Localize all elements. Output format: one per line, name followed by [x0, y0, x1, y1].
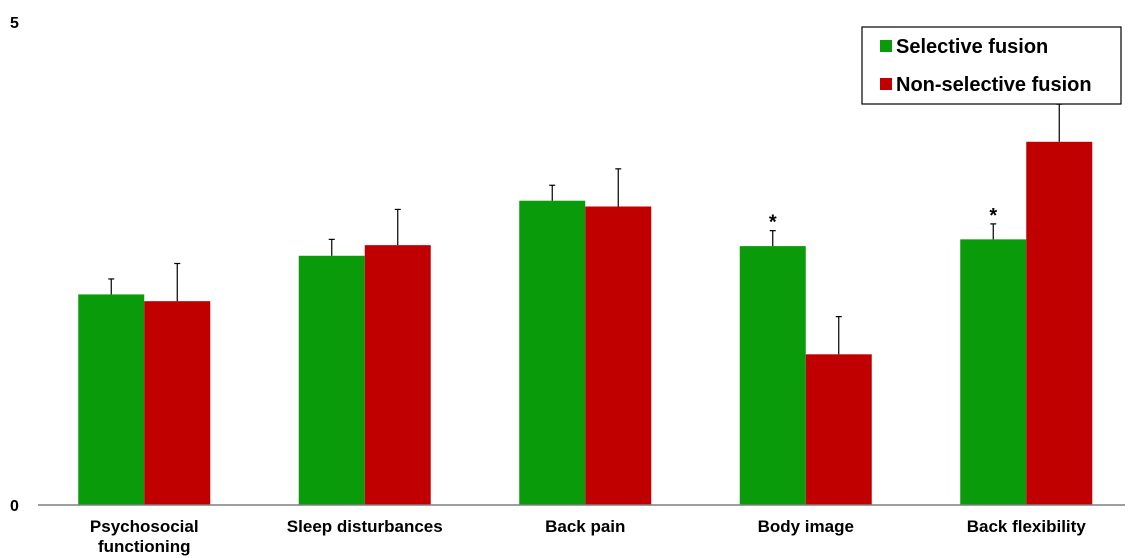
legend-label: Selective fusion: [896, 36, 1048, 58]
category-label: Body image: [758, 517, 854, 536]
annotations: * *: [769, 205, 998, 234]
legend-swatch: [880, 78, 892, 90]
legend-frame: [861, 26, 1122, 105]
error-bar: [108, 278, 115, 295]
error-bars: [108, 103, 1063, 355]
error-bar: [769, 230, 776, 247]
bar-non-selective-4: [1026, 141, 1093, 505]
legend-label: Non-selective fusion: [896, 74, 1092, 96]
bar-selective-3: [739, 246, 806, 505]
category-labels: Psychosocial functioning Sleep disturbance…: [90, 517, 1086, 556]
bar-non-selective-1: [364, 245, 431, 505]
legend-swatch: [880, 40, 892, 52]
y-tick-label: 5: [10, 15, 19, 32]
error-bar: [990, 223, 997, 240]
y-axis-ticks: 05: [10, 15, 19, 515]
error-bar: [328, 238, 335, 256]
error-bar: [615, 168, 622, 207]
significance-marker: *: [989, 205, 997, 227]
y-tick-label: 0: [10, 498, 19, 515]
bar-selective-4: [960, 239, 1027, 505]
category-label: Back flexibility: [967, 517, 1087, 536]
legend-item: Selective fusion: [880, 36, 1048, 58]
bar-non-selective-3: [805, 354, 872, 505]
legend-item: Non-selective fusion: [880, 74, 1092, 96]
error-bar: [1056, 103, 1063, 142]
bar-selective-1: [298, 255, 365, 505]
significance-marker: *: [769, 212, 777, 234]
bar-selective-2: [519, 200, 586, 505]
legend: Selective fusion Non-selective fusion: [861, 26, 1122, 105]
category-label: Back pain: [545, 517, 625, 536]
bar-non-selective-0: [144, 301, 211, 505]
error-bar: [174, 262, 181, 302]
bars: [78, 141, 1093, 506]
bar-non-selective-2: [585, 206, 652, 506]
category-label: Psychosocial functioning: [90, 517, 199, 556]
bar-selective-0: [78, 294, 145, 505]
error-bar: [394, 208, 401, 246]
error-bar: [549, 184, 556, 201]
error-bar: [835, 316, 842, 355]
category-label: Sleep disturbances: [287, 517, 443, 536]
